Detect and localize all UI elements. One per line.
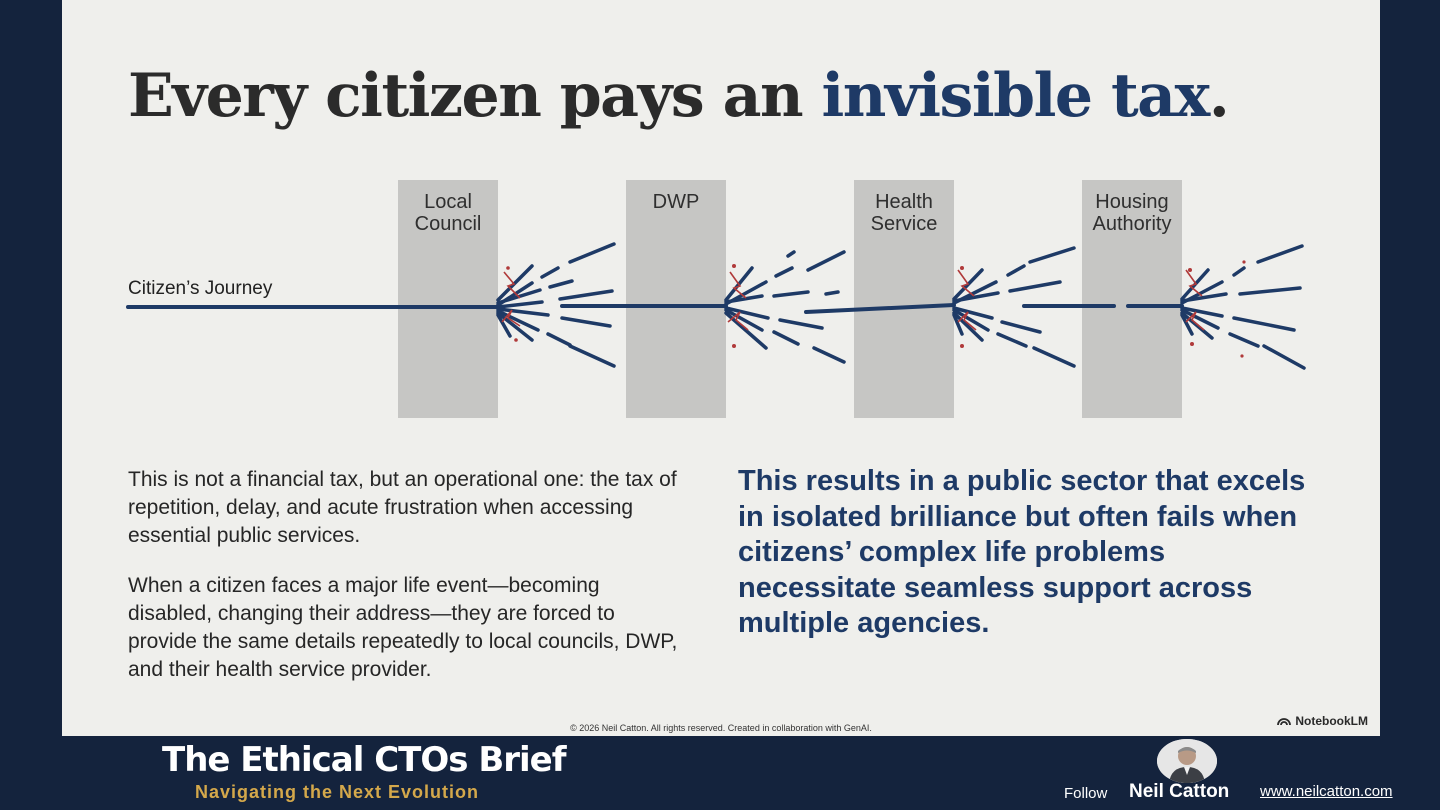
avatar[interactable] [1157, 739, 1217, 783]
title-accent: invisible tax [821, 61, 1210, 131]
brand-title: The Ethical CTOs Brief [162, 740, 567, 780]
agency-block-local-council [398, 180, 498, 418]
agency-block-health-service [854, 180, 954, 418]
spark-icon [501, 269, 1205, 331]
website-link[interactable]: www.neilcatton.com [1260, 783, 1393, 800]
title-end: . [1208, 61, 1230, 131]
notebooklm-label: NotebookLM [1295, 714, 1368, 728]
journey-label: Citizen’s Journey [128, 278, 273, 299]
agency-label-health-service-line1: Health [875, 191, 933, 213]
agency-block-dwp [626, 180, 726, 418]
slide-title: Every citizen pays an invisible tax. [128, 60, 1230, 132]
notebooklm-icon [1277, 718, 1292, 726]
follow-label: Follow [1064, 785, 1108, 802]
title-main: Every citizen pays an [128, 61, 822, 131]
shatter-burst-2 [724, 250, 846, 364]
journey-line-segment [804, 303, 956, 314]
body-paragraph-2: When a citizen faces a major life event—… [128, 574, 678, 681]
agency-block-housing-authority [1082, 180, 1182, 418]
footer-bar: The Ethical CTOs Brief Navigating the Ne… [0, 736, 1440, 810]
brand-tagline: Navigating the Next Evolution [195, 782, 480, 802]
callout-text: This results in a public sector that exc… [738, 465, 1306, 639]
agency-label-local-council-line2: Council [415, 213, 482, 235]
author-name[interactable]: Neil Catton [1129, 781, 1230, 802]
notebooklm-watermark: NotebookLM [1277, 714, 1368, 728]
copyright-notice: © 2026 Neil Catton. All rights reserved.… [570, 723, 872, 733]
spark-dots [506, 260, 1246, 358]
agency-label-dwp: DWP [653, 191, 700, 213]
shatter-burst-4 [1180, 244, 1306, 370]
agency-label-local-council-line1: Local [424, 191, 472, 213]
agency-label-housing-authority-line2: Authority [1093, 213, 1172, 235]
person-avatar-icon [1157, 739, 1217, 783]
journey-diagram: Local Council DWP Health Service Housing… [126, 180, 1306, 418]
agency-label-health-service-line2: Service [871, 213, 938, 235]
slide: Every citizen pays an invisible tax. Loc… [62, 0, 1380, 736]
shatter-burst-1 [496, 242, 616, 368]
agency-label-housing-authority-line1: Housing [1095, 191, 1168, 213]
body-paragraph-1: This is not a financial tax, but an oper… [128, 468, 677, 547]
